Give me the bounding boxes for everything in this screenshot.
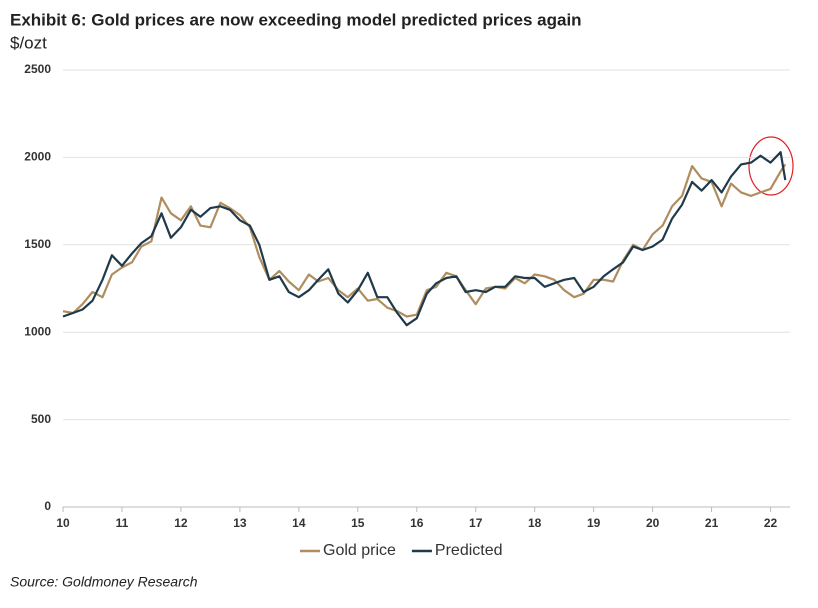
highlight-circle	[748, 136, 794, 196]
x-tick-label: 17	[469, 516, 483, 530]
x-tick-label: 13	[233, 516, 247, 530]
x-tick-label: 20	[646, 516, 660, 530]
y-tick-label: 1500	[24, 237, 51, 251]
source-note: Source: Goldmoney Research	[10, 574, 198, 590]
legend-label: Predicted	[435, 542, 503, 559]
series-line	[62, 163, 787, 318]
x-tick-label: 22	[764, 516, 778, 530]
y-tick-label: 2000	[24, 150, 51, 164]
legend-label: Gold price	[323, 542, 396, 559]
x-tick-label: 12	[174, 516, 188, 530]
chart-title: Exhibit 6: Gold prices are now exceeding…	[10, 10, 582, 29]
x-tick-label: 19	[587, 516, 601, 530]
series-line	[62, 151, 787, 327]
x-tick-label: 18	[528, 516, 542, 530]
x-tick-label: 10	[56, 516, 70, 530]
chart-subtitle: $/ozt	[10, 33, 47, 52]
x-tick-label: 14	[292, 516, 306, 530]
x-tick-label: 16	[410, 516, 424, 530]
x-tick-label: 21	[705, 516, 719, 530]
y-tick-label: 1000	[24, 324, 51, 338]
y-tick-label: 2500	[24, 62, 51, 76]
x-tick-label: 11	[116, 516, 129, 530]
y-tick-label: 500	[31, 412, 51, 426]
y-tick-label: 0	[44, 499, 51, 513]
x-tick-label: 15	[351, 516, 365, 530]
